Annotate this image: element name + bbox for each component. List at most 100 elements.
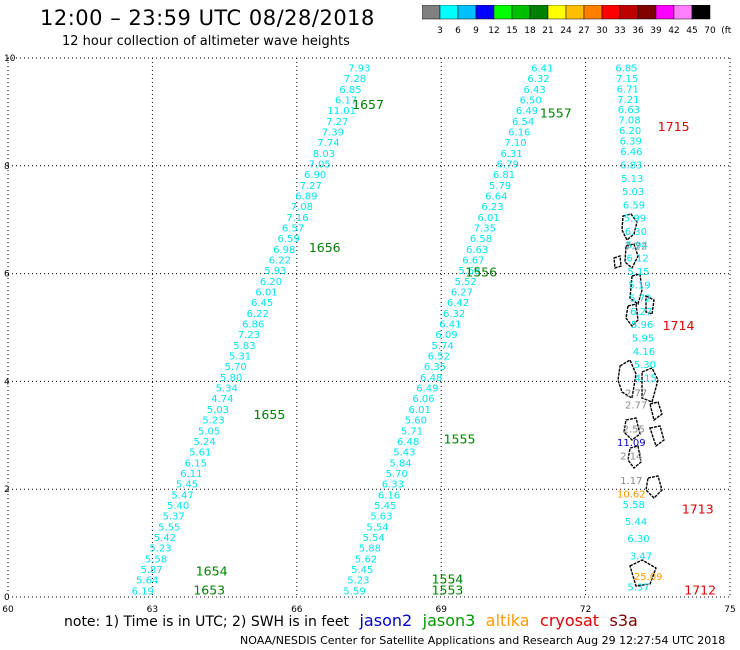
wave-height-value: 10.62 xyxy=(617,489,646,500)
wave-height-value: 5.60 xyxy=(405,416,427,427)
wave-height-value: 5.58 xyxy=(145,554,167,565)
wave-height-value: 6.54 xyxy=(512,117,534,128)
wave-height-value: 5.13 xyxy=(621,174,643,185)
wave-height-value: 6.81 xyxy=(493,170,515,181)
wave-height-value: 5.99 xyxy=(624,214,646,225)
wave-height-value: 7.27 xyxy=(300,181,322,192)
wave-height-value: 6.58 xyxy=(470,234,492,245)
footer-credit: NOAA/NESDIS Center for Satellite Applica… xyxy=(240,634,726,647)
wave-height-value: 5.05 xyxy=(198,426,220,437)
wave-height-value: 5.80 xyxy=(220,373,242,384)
pass-time-label: 1715 xyxy=(658,119,690,134)
legend-s3a: s3a xyxy=(609,611,638,630)
wave-height-value: 5.87 xyxy=(140,565,162,576)
wave-height-value: 5.58 xyxy=(623,500,645,511)
wave-height-value: 5.84 xyxy=(389,458,411,469)
wave-height-value: 2.77 xyxy=(625,400,647,411)
colorbar-label: 9 xyxy=(473,26,479,36)
wave-height-value: 5.74 xyxy=(432,341,454,352)
wave-height-value: 7.35 xyxy=(474,224,496,235)
wave-height-value: 6.57 xyxy=(282,224,304,235)
pass-time-label: 1713 xyxy=(682,501,714,516)
wave-height-value: 5.55 xyxy=(158,522,180,533)
wave-height-value: 5.23 xyxy=(347,576,369,587)
wave-height-value: 6.59 xyxy=(623,200,645,211)
x-tick-label: 69 xyxy=(435,605,447,615)
pass-time-label: 1654 xyxy=(196,563,228,578)
wave-height-value: 5.03 xyxy=(622,187,644,198)
wave-height-value: 7.27 xyxy=(326,117,348,128)
colorbar-label: 15 xyxy=(506,26,517,36)
wave-height-value: 5.71 xyxy=(401,426,423,437)
wave-height-value: 6.01 xyxy=(409,405,431,416)
legend-altika: altika xyxy=(485,611,530,630)
wave-height-value: 1.17 xyxy=(620,476,642,487)
wave-height-value: 4.15 xyxy=(635,373,657,384)
wave-height-value: 5.83 xyxy=(233,341,255,352)
colorbar-label: 30 xyxy=(596,26,608,36)
wave-height-value: 5.45 xyxy=(176,480,198,491)
wave-height-value: 6.98 xyxy=(273,245,295,256)
y-tick-label: 10 xyxy=(4,54,16,64)
y-tick-label: 4 xyxy=(4,377,10,387)
wave-height-value: 5.63 xyxy=(370,512,392,523)
wave-height-value: 7.10 xyxy=(504,138,526,149)
wave-height-value: 6.67 xyxy=(462,256,484,267)
wave-height-value: 5.03 xyxy=(207,405,229,416)
wave-height-value: 6.49 xyxy=(416,384,438,395)
island-outline xyxy=(629,273,643,306)
y-tick-label: 2 xyxy=(4,485,10,495)
island-outline xyxy=(623,417,641,441)
colorbar-label: 45 xyxy=(686,26,697,36)
wave-height-value: 25.09 xyxy=(634,572,663,583)
wave-height-value: 2.55 xyxy=(623,425,645,436)
wave-height-value: 6.39 xyxy=(620,137,642,148)
colorbar-label: 42 xyxy=(668,26,679,36)
island-outline xyxy=(624,243,639,270)
wave-height-value: 6.31 xyxy=(500,149,522,160)
island-outline xyxy=(649,401,663,422)
note-line: note: 1) Time is in UTC; 2) SWH is in fe… xyxy=(64,611,638,630)
wave-height-value: 2.77 xyxy=(625,388,647,399)
wave-height-value: 5.59 xyxy=(343,586,365,597)
x-tick-label: 75 xyxy=(724,605,735,615)
wave-height-value: 6.22 xyxy=(247,309,269,320)
wave-height-value: 6.27 xyxy=(451,288,473,299)
wave-height-value: 5.45 xyxy=(374,501,396,512)
colorbar-label: 18 xyxy=(524,26,536,36)
wave-height-value: 5.72 xyxy=(629,294,651,305)
wave-height-value: 6.22 xyxy=(269,256,291,267)
wave-height-value: 6.01 xyxy=(255,288,277,299)
wave-height-value: 6.48 xyxy=(420,373,442,384)
x-tick-label: 60 xyxy=(2,605,14,615)
wave-height-value: 6.32 xyxy=(527,74,549,85)
wave-height-value: 6.83 xyxy=(620,160,642,171)
colorbar-label: (ft) xyxy=(721,26,732,36)
colorbar-label: 36 xyxy=(632,26,644,36)
wave-height-value: 5.23 xyxy=(149,544,171,555)
wave-height-value: 6.52 xyxy=(428,352,450,363)
island-outline xyxy=(645,475,663,499)
wave-height-value: 5.30 xyxy=(634,360,656,371)
wave-height-value: 6.63 xyxy=(618,105,640,116)
legend-jason2: jason2 xyxy=(359,611,413,630)
colorbar-label: 33 xyxy=(614,26,625,36)
pass-time-label: 1712 xyxy=(684,582,716,597)
wave-height-value: 7.28 xyxy=(344,74,366,85)
wave-height-value: 7.16 xyxy=(286,213,308,224)
wave-height-value: 5.94 xyxy=(626,240,648,251)
pass-time-label: 1553 xyxy=(432,582,464,597)
wave-height-value: 6.20 xyxy=(619,126,641,137)
wave-height-value: 6.11 xyxy=(180,469,202,480)
colorbar-label: 70 xyxy=(704,26,716,36)
island-outline xyxy=(625,303,639,328)
wave-height-value: 6.33 xyxy=(382,480,404,491)
wave-height-value: 5.88 xyxy=(359,544,381,555)
wave-height-value: 6.15 xyxy=(185,458,207,469)
pass-time-label: 1556 xyxy=(465,264,497,279)
wave-height-value: 6.12 xyxy=(627,254,649,265)
wave-height-value: 5.23 xyxy=(202,416,224,427)
pass-time-label: 1653 xyxy=(193,582,225,597)
